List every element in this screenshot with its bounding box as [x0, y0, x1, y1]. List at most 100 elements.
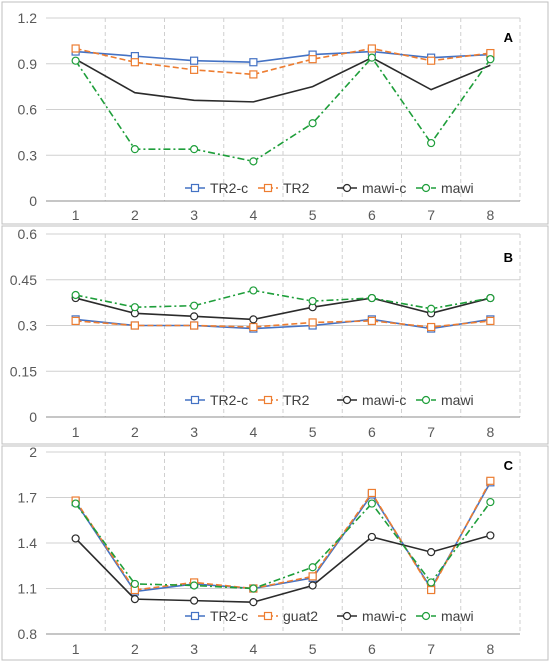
legend-item: mawi-c: [337, 180, 406, 196]
legend-item: TR2-c: [185, 608, 248, 624]
data-point: [190, 596, 199, 605]
data-point: [249, 58, 258, 67]
data-point: [130, 58, 139, 67]
x-tick-label: 7: [427, 424, 435, 440]
legend: TR2-c guat2 mawi-c mawi: [185, 608, 474, 624]
series-mawi: [71, 497, 495, 593]
panel-C: 0.8 1.1 1.4 1.7 2 1 2 3 4 5 6 7 8 C TR2-c guat2 mawi-c ma…: [1, 444, 549, 661]
y-tick-label: 0.15: [10, 363, 37, 379]
data-point: [486, 293, 495, 303]
x-tick-label: 1: [72, 641, 80, 657]
data-point: [71, 316, 80, 326]
series-line: [74, 501, 492, 590]
legend: TR2-c TR2 mawi-c mawi: [185, 392, 474, 408]
series-mawi: [71, 286, 495, 313]
y-tick-label: 1.4: [18, 535, 38, 551]
data-point: [486, 316, 495, 326]
y-tick-label: 0.6: [18, 102, 38, 118]
data-point: [190, 301, 199, 310]
legend-label: mawi-c: [362, 392, 406, 408]
data-point: [367, 293, 376, 303]
legend-swatch-marker: [342, 611, 352, 621]
legend: TR2-c TR2 mawi-c mawi: [185, 180, 474, 196]
data-point: [130, 595, 139, 604]
data-point: [308, 581, 317, 590]
y-tick-label: 0.45: [10, 272, 37, 288]
legend-swatch-marker: [421, 611, 431, 621]
data-point: [190, 56, 199, 65]
series-line: [75, 534, 491, 603]
data-point: [249, 598, 258, 607]
x-tick-label: 8: [486, 424, 494, 440]
series-line: [75, 289, 491, 310]
y-tick-label: 0.8: [18, 626, 38, 642]
x-tick-label: 7: [427, 207, 435, 223]
legend-swatch-marker: [190, 611, 200, 621]
legend-label: mawi: [441, 392, 474, 408]
legend-swatch-marker: [190, 395, 200, 405]
data-point: [130, 579, 139, 589]
y-tick-label: 0.3: [18, 318, 38, 334]
data-point: [367, 44, 376, 53]
data-point: [367, 53, 376, 62]
y-tick-label: 0: [29, 193, 37, 209]
y-tick-label: 1.7: [18, 490, 38, 506]
data-point: [367, 488, 376, 498]
data-point: [427, 547, 436, 557]
legend-swatch-marker: [421, 183, 431, 193]
x-tick-label: 2: [131, 207, 139, 223]
data-point: [486, 497, 495, 507]
series-line: [74, 56, 492, 163]
data-point: [130, 145, 139, 154]
legend-swatch-marker: [263, 611, 273, 621]
legend-item: mawi: [416, 608, 474, 624]
series-mawi-c: [71, 531, 495, 607]
data-point: [308, 572, 317, 581]
data-point: [249, 584, 258, 593]
legend-item: mawi: [416, 180, 474, 196]
data-point: [190, 312, 199, 321]
series-line: [74, 480, 492, 592]
panel-border: [1, 1, 549, 225]
panel-letter: A: [504, 30, 514, 45]
y-tick-label: 2: [29, 444, 37, 460]
data-point: [249, 286, 258, 295]
x-tick-label: 8: [486, 641, 494, 657]
data-point: [71, 534, 80, 543]
y-tick-label: 1.1: [18, 581, 38, 597]
y-tick-label: 0: [29, 409, 37, 425]
panel-letter: C: [504, 458, 514, 473]
data-point: [249, 157, 258, 166]
data-point: [308, 297, 317, 306]
legend-label: TR2-c: [210, 180, 248, 196]
data-point: [190, 65, 199, 74]
data-point: [308, 55, 317, 64]
data-point: [427, 585, 436, 595]
x-tick-label: 1: [72, 207, 80, 223]
legend-item: mawi-c: [337, 392, 406, 408]
x-tick-label: 6: [368, 424, 376, 440]
x-tick-label: 6: [368, 207, 376, 223]
legend-label: TR2: [283, 392, 310, 408]
x-tick-label: 3: [190, 424, 198, 440]
series-line: [75, 47, 491, 76]
data-point: [190, 145, 199, 154]
data-point: [190, 581, 199, 590]
series-line: [75, 297, 491, 321]
series-line: [75, 320, 491, 328]
data-point: [486, 55, 495, 64]
legend-item: mawi-c: [337, 608, 406, 624]
legend-label: mawi-c: [362, 180, 406, 196]
data-point: [427, 304, 436, 313]
legend-label: TR2-c: [210, 392, 248, 408]
x-tick-label: 4: [249, 641, 257, 657]
x-tick-label: 6: [368, 641, 376, 657]
x-tick-label: 1: [72, 424, 80, 440]
x-tick-label: 7: [427, 641, 435, 657]
x-tick-label: 2: [131, 424, 139, 440]
legend-item: TR2: [258, 392, 310, 408]
legend-label: TR2-c: [210, 608, 248, 624]
legend-item: guat2: [258, 608, 318, 624]
data-point: [190, 321, 199, 330]
data-point: [71, 44, 80, 53]
